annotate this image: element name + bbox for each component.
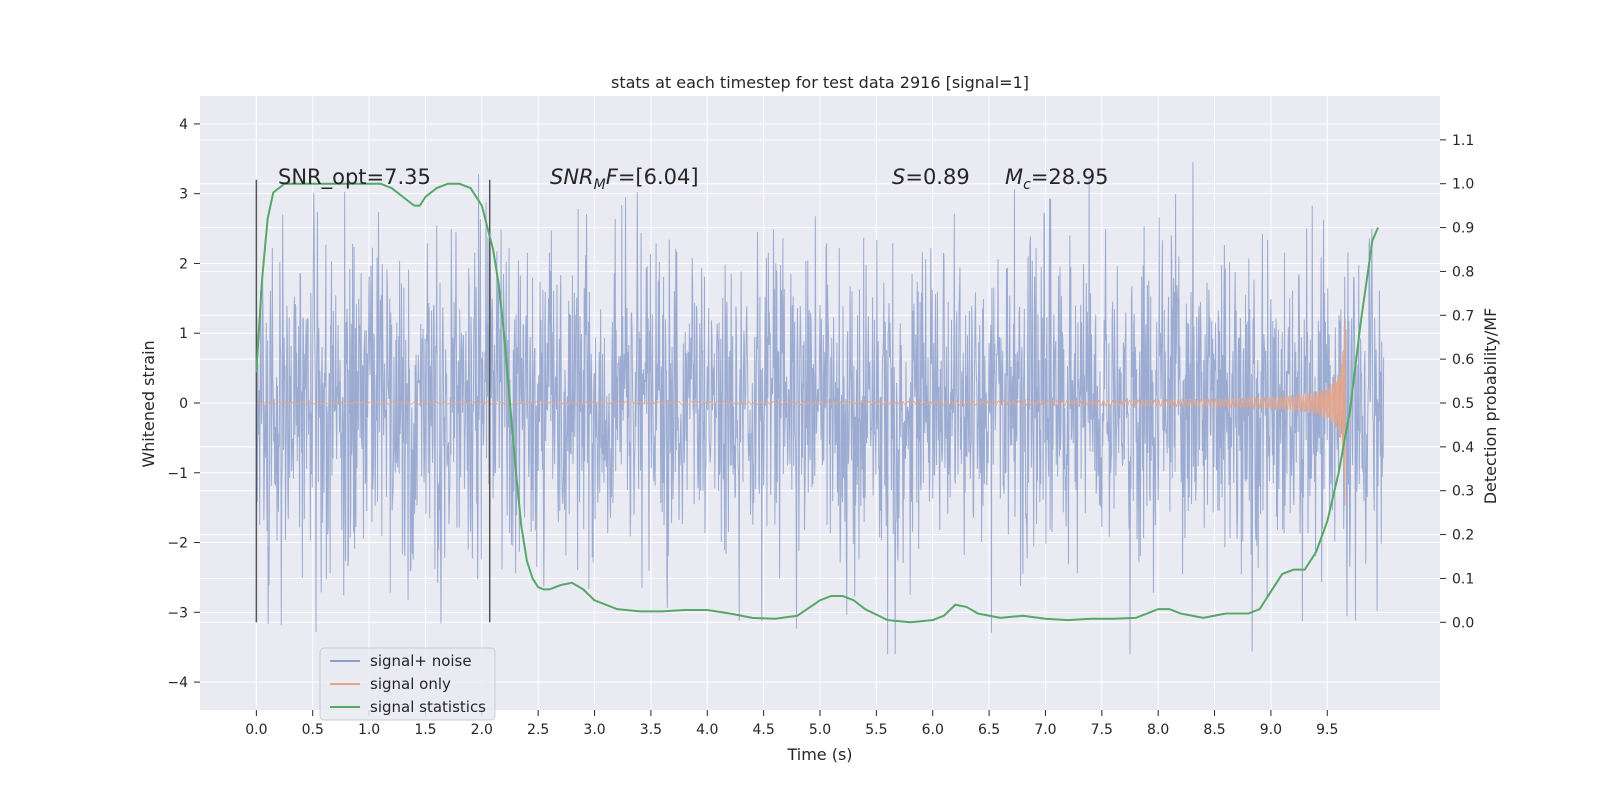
y-tick-label-right: 1.1 xyxy=(1452,133,1474,149)
axes: 0.0 0.5 1.0 1.5 2.0 2.5 3.0 3.5 4.0 4.5 5.0 5.5 6.0 6… xyxy=(167,117,1474,738)
y-tick-label-left: −4 xyxy=(167,675,188,691)
x-tick-label: 9.0 xyxy=(1260,722,1282,738)
x-tick-label: 0.0 xyxy=(245,722,267,738)
x-tick-label: 2.0 xyxy=(471,722,493,738)
y-tick-label-right: 0.0 xyxy=(1452,615,1474,631)
y-tick-label-left: 0 xyxy=(179,396,188,412)
x-tick-label: 9.5 xyxy=(1316,722,1338,738)
x-tick-label: 3.0 xyxy=(583,722,605,738)
y-tick-label-left: 1 xyxy=(179,326,188,342)
legend-label-signal-noise: signal+ noise xyxy=(370,652,472,670)
x-tick-label: 0.5 xyxy=(302,722,324,738)
y-tick-label-right: 0.4 xyxy=(1452,440,1474,456)
x-tick-label: 3.5 xyxy=(640,722,662,738)
y-tick-label-right: 0.8 xyxy=(1452,264,1474,280)
y-axis-label-right: Detection probability/MF xyxy=(1481,308,1500,505)
legend-label-signal-only: signal only xyxy=(370,675,451,693)
y-tick-label-right: 0.9 xyxy=(1452,221,1474,237)
x-tick-label: 5.0 xyxy=(809,722,831,738)
plot-area xyxy=(255,161,1385,655)
y-axis-label-left: Whitened strain xyxy=(139,340,158,467)
y-tick-label-left: 2 xyxy=(179,256,188,272)
x-tick-label: 8.0 xyxy=(1147,722,1169,738)
series-signal-only-line xyxy=(256,318,1346,506)
y-tick-label-right: 1.0 xyxy=(1452,177,1474,193)
x-tick-label: 1.5 xyxy=(414,722,436,738)
x-axis-label: Time (s) xyxy=(786,745,852,764)
series-signal-statistics-line xyxy=(255,182,1379,624)
annotation-s: S=0.89 xyxy=(892,165,970,189)
annotation-mc: Mc=28.95 xyxy=(1005,165,1109,193)
y-tick-label-right: 0.3 xyxy=(1452,484,1474,500)
x-tick-label: 8.5 xyxy=(1203,722,1225,738)
x-tick-label: 6.0 xyxy=(922,722,944,738)
annotation-snr-mf: SNRMF=[6.04] xyxy=(550,165,699,193)
y-tick-label-left: 3 xyxy=(179,187,188,203)
y-tick-label-right: 0.6 xyxy=(1452,352,1474,368)
legend-box xyxy=(319,647,496,721)
x-tick-label: 1.0 xyxy=(358,722,380,738)
x-tick-label: 7.0 xyxy=(1034,722,1056,738)
annotation-snr-opt: SNR_opt=7.35 xyxy=(278,165,431,190)
x-tick-label: 4.0 xyxy=(696,722,718,738)
y-tick-label-right: 0.1 xyxy=(1452,571,1474,587)
x-tick-label: 6.5 xyxy=(978,722,1000,738)
y-tick-label-left: −3 xyxy=(167,605,188,621)
legend-label-signal-statistics: signal statistics xyxy=(370,698,486,716)
x-tick-label: 5.5 xyxy=(865,722,887,738)
series-signal-noise-line xyxy=(255,161,1385,655)
x-tick-label: 7.5 xyxy=(1091,722,1113,738)
y-tick-label-left: 4 xyxy=(179,117,188,133)
x-tick-label: 4.5 xyxy=(753,722,775,738)
legend: signal+ noise signal only signal statist… xyxy=(319,647,496,721)
y-tick-label-left: −2 xyxy=(167,536,188,552)
y-tick-label-right: 0.2 xyxy=(1452,528,1474,544)
x-tick-label: 2.5 xyxy=(527,722,549,738)
y-tick-label-right: 0.7 xyxy=(1452,308,1474,324)
y-tick-label-right: 0.5 xyxy=(1452,396,1474,412)
y-tick-label-left: −1 xyxy=(167,466,188,482)
chart-title: stats at each timestep for test data 291… xyxy=(611,73,1029,92)
